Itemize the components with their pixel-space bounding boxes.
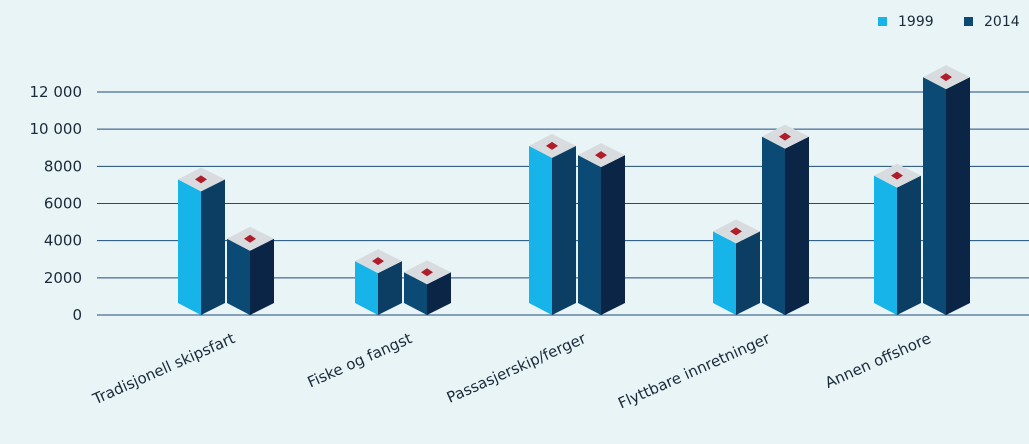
bar-front-face — [578, 155, 601, 315]
bar-side-face — [736, 231, 760, 315]
bar-1999-4 — [874, 163, 921, 315]
bar-cap-marker — [940, 73, 952, 82]
y-tick-label: 2000 — [44, 269, 82, 287]
bar-front-face — [874, 175, 897, 315]
bar-cap-marker — [595, 151, 607, 160]
y-tick-label: 4000 — [44, 232, 82, 250]
x-category-label: Fiske og fangst — [305, 329, 415, 391]
bar-front-face — [762, 136, 785, 315]
bar-1999-3 — [713, 219, 760, 315]
bar-cap-marker — [244, 234, 256, 243]
bar-1999-2 — [529, 133, 576, 315]
bar-2014-1 — [404, 260, 451, 315]
bar-cap-marker — [372, 257, 384, 266]
x-category-label: Annen offshore — [822, 329, 933, 392]
legend-label: 2014 — [984, 14, 1020, 30]
bar-2014-2 — [578, 143, 625, 315]
x-category-label: Tradisjonell skipsfart — [89, 329, 238, 408]
y-tick-label: 10 000 — [30, 120, 83, 138]
legend-label: 1999 — [898, 14, 934, 30]
bar-front-face — [404, 272, 427, 315]
legend-swatch — [878, 17, 887, 26]
bar-side-face — [378, 261, 402, 315]
bar-front-face — [713, 231, 736, 315]
y-tick-label: 0 — [72, 306, 82, 324]
bar-side-face — [601, 155, 625, 315]
bar-side-face — [201, 179, 225, 315]
x-category-label: Flyttbare innretninger — [615, 329, 773, 413]
bar-cap-marker — [891, 171, 903, 180]
y-tick-label: 6000 — [44, 195, 82, 213]
bar-side-face — [427, 272, 451, 315]
y-tick-label: 12 000 — [30, 83, 83, 101]
bar-side-face — [946, 77, 970, 315]
bar-side-face — [785, 136, 809, 315]
bar-front-face — [227, 238, 250, 315]
legend-swatch — [964, 17, 973, 26]
bar-front-face — [355, 261, 378, 315]
bar-front-face — [529, 145, 552, 315]
bar-front-face — [178, 179, 201, 315]
bar-side-face — [552, 145, 576, 315]
bar-2014-3 — [762, 124, 809, 315]
bar-2014-0 — [227, 226, 274, 315]
bar-1999-1 — [355, 249, 402, 315]
bar-side-face — [250, 238, 274, 315]
y-tick-label: 8000 — [44, 157, 82, 175]
x-category-label: Passasjerskip/ferger — [444, 329, 589, 407]
bar-2014-4 — [923, 65, 970, 315]
bar-cap-marker — [195, 175, 207, 184]
bar-1999-0 — [178, 167, 225, 315]
bar-cap-marker — [730, 227, 742, 236]
bar-front-face — [923, 77, 946, 315]
bar-cap-marker — [779, 132, 791, 141]
bar-cap-marker — [546, 141, 558, 150]
bar-cap-marker — [421, 268, 433, 277]
bar-side-face — [897, 175, 921, 315]
